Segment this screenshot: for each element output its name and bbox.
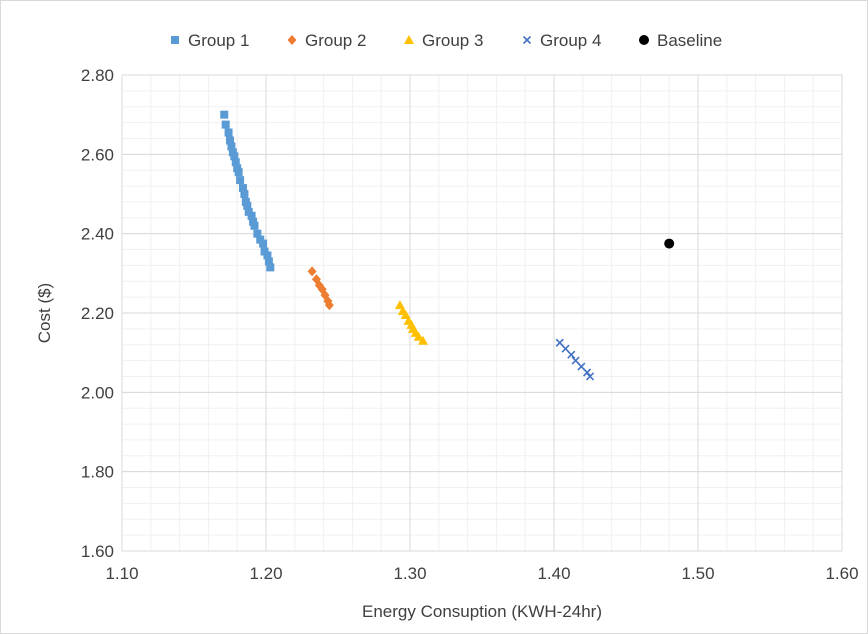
legend-marker bbox=[171, 36, 179, 44]
x-tick-label: 1.60 bbox=[825, 564, 858, 583]
series-group-2 bbox=[307, 266, 334, 311]
data-point bbox=[259, 239, 268, 248]
x-axis-title: Energy Consuption (KWH-24hr) bbox=[362, 602, 602, 621]
y-tick-label: 2.20 bbox=[81, 304, 114, 323]
data-point bbox=[220, 110, 229, 119]
data-point bbox=[226, 136, 234, 145]
data-point bbox=[227, 142, 236, 151]
data-point bbox=[555, 338, 564, 347]
y-tick-label: 1.80 bbox=[81, 463, 114, 482]
data-point bbox=[238, 184, 247, 193]
data-point bbox=[240, 190, 249, 198]
legend-label: Group 4 bbox=[540, 31, 601, 50]
data-point bbox=[571, 356, 580, 365]
legend-label: Group 3 bbox=[422, 31, 483, 50]
x-tick-label: 1.10 bbox=[105, 564, 138, 583]
series-group-1 bbox=[220, 110, 275, 272]
data-point bbox=[221, 120, 230, 129]
legend-label: Group 2 bbox=[305, 31, 366, 50]
x-tick-label: 1.40 bbox=[537, 564, 570, 583]
data-point bbox=[567, 350, 576, 359]
data-point bbox=[250, 221, 259, 230]
data-point bbox=[577, 362, 586, 371]
data-point bbox=[247, 211, 256, 220]
data-point bbox=[234, 168, 243, 177]
y-tick-label: 2.40 bbox=[81, 225, 114, 244]
y-tick-label: 2.00 bbox=[81, 383, 114, 402]
legend-marker bbox=[287, 35, 297, 45]
y-axis-ticks: 1.60 1.80 2.00 2.20 2.40 2.60 2.80 bbox=[81, 66, 114, 561]
series-baseline bbox=[664, 238, 675, 249]
legend-marker bbox=[522, 35, 532, 45]
legend-marker bbox=[639, 35, 649, 45]
y-tick-label: 2.60 bbox=[81, 145, 114, 164]
x-tick-label: 1.50 bbox=[681, 564, 714, 583]
x-tick-label: 1.30 bbox=[393, 564, 426, 583]
legend: Group 1 Group 2 Group 3 Group 4 Baseline bbox=[171, 31, 722, 50]
data-point bbox=[413, 331, 424, 341]
data-point bbox=[236, 176, 245, 185]
major-gridlines bbox=[121, 74, 843, 552]
data-point bbox=[253, 229, 262, 238]
data-points bbox=[220, 110, 675, 381]
x-axis-ticks: 1.10 1.20 1.30 1.40 1.50 1.60 bbox=[105, 564, 858, 583]
y-axis-title: Cost ($) bbox=[35, 283, 54, 343]
legend-label: Baseline bbox=[657, 31, 722, 50]
data-point bbox=[263, 251, 272, 260]
legend-marker bbox=[404, 35, 414, 44]
data-point bbox=[307, 266, 317, 277]
data-point bbox=[585, 372, 595, 381]
data-point bbox=[264, 257, 273, 266]
data-point bbox=[664, 238, 675, 249]
series-group-4 bbox=[555, 338, 595, 381]
data-point bbox=[224, 128, 233, 137]
data-point bbox=[230, 152, 239, 161]
series-group-3 bbox=[394, 300, 428, 345]
data-point bbox=[324, 300, 334, 311]
data-point bbox=[417, 335, 428, 345]
data-point bbox=[561, 344, 570, 353]
x-tick-label: 1.20 bbox=[249, 564, 282, 583]
legend-label: Group 1 bbox=[188, 31, 249, 50]
data-point bbox=[243, 201, 252, 210]
y-tick-label: 2.80 bbox=[81, 66, 114, 85]
y-tick-label: 1.60 bbox=[81, 542, 114, 561]
data-point bbox=[231, 158, 240, 167]
data-point bbox=[266, 263, 275, 272]
